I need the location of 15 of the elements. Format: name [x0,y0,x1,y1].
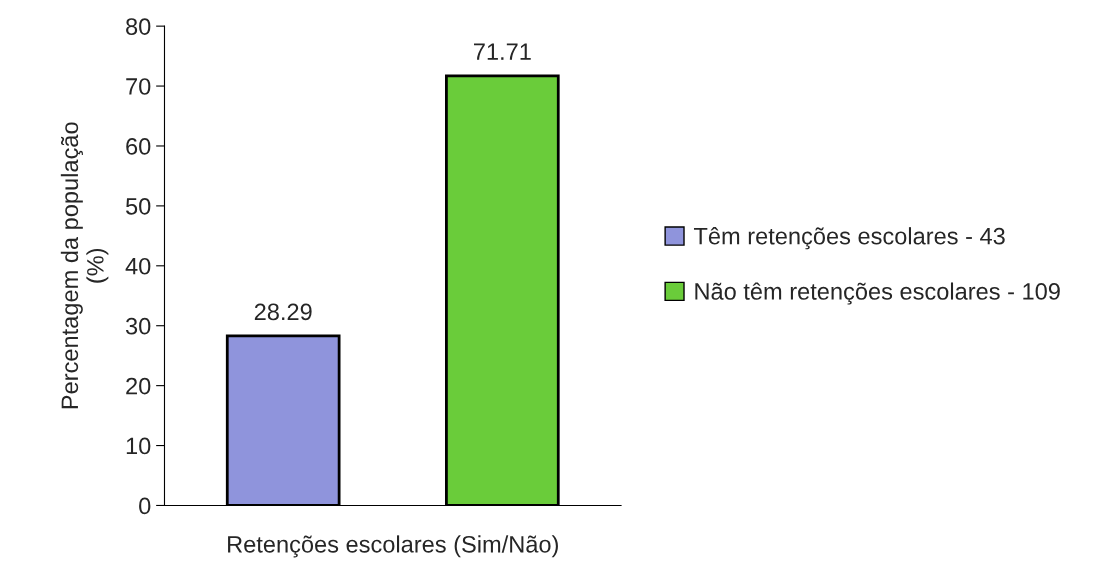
y-tick-label: 20 [126,377,151,395]
legend-label: Têm retenções escolares - 43 [693,227,1005,250]
data-label: 71.71 [474,43,531,60]
data-label: 28.29 [254,303,312,321]
y-tick-label: 10 [126,437,151,455]
y-tick-label: 70 [126,78,151,95]
legend-label: Não têm retenções escolares - 109 [695,282,1060,305]
x-axis-title: Retenções escolares (Sim/Não) [228,535,558,558]
y-tick-label: 0 [139,497,151,515]
y-axis-title: Percentagem da população (%) [60,122,109,409]
y-tick-label: 80 [126,18,151,35]
y-tick-label: 60 [126,138,151,155]
y-tick-label: 50 [125,197,151,215]
y-tick-label: 30 [125,317,151,335]
y-tick-label: 40 [125,257,151,275]
